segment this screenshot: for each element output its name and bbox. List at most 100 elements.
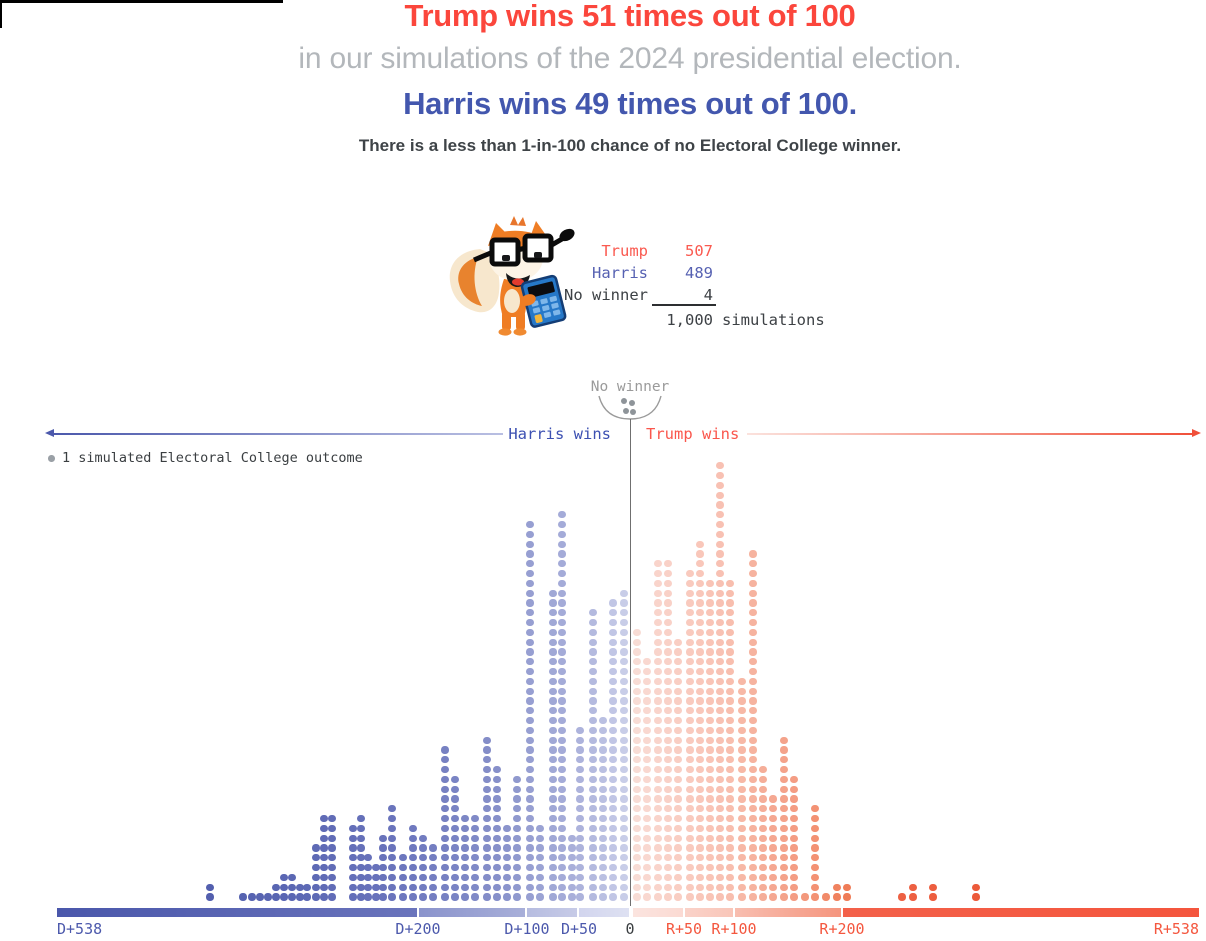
sim-dot [419, 844, 427, 852]
sim-dot [372, 893, 380, 901]
sim-dot [576, 756, 584, 764]
axis-label-R+100: R+100 [711, 920, 757, 938]
sim-dot [288, 893, 296, 901]
sim-dot [409, 883, 417, 891]
sim-dot [780, 736, 788, 744]
sim-dot [674, 873, 682, 881]
sim-dot [372, 873, 380, 881]
sim-dot [674, 824, 682, 832]
sim-dot [513, 873, 521, 881]
axis-gradient-segment [843, 908, 1199, 917]
sim-dot [726, 619, 734, 627]
headline-trump: Trump wins 51 times out of 100 [404, 0, 856, 33]
sim-dot [654, 560, 662, 568]
sim-dot [493, 834, 501, 842]
sim-dot [726, 677, 734, 685]
sim-dot [664, 609, 672, 617]
sim-dot [759, 873, 767, 881]
sim-dot [388, 893, 396, 901]
sim-dot [526, 658, 534, 666]
no-winner-dot [628, 399, 636, 407]
sim-dot [589, 628, 597, 636]
sim-dot [716, 472, 724, 480]
sim-dot [399, 883, 407, 891]
sim-dot [526, 746, 534, 754]
sim-dot [716, 462, 724, 470]
sim-dot [759, 785, 767, 793]
sim-dot [654, 854, 662, 862]
sim-dot [620, 697, 628, 705]
sim-dot [643, 824, 651, 832]
sim-dot [633, 815, 641, 823]
sim-dot [483, 824, 491, 832]
sim-dot [664, 687, 672, 695]
sim-dot [320, 815, 328, 823]
sim-dot [769, 795, 777, 803]
sim-dot [643, 726, 651, 734]
sim-dot [749, 873, 757, 881]
sim-dot [526, 550, 534, 558]
sim-dot [643, 658, 651, 666]
sim-dot [503, 893, 511, 901]
sim-dot [716, 530, 724, 538]
sim-dot [790, 854, 798, 862]
sim-dot [609, 854, 617, 862]
sim-dot [379, 873, 387, 881]
sim-dot [429, 893, 437, 901]
sim-dot [576, 844, 584, 852]
sim-dot [558, 873, 566, 881]
sim-dot [296, 883, 304, 891]
sim-dot [620, 687, 628, 695]
sim-dot [664, 619, 672, 627]
sim-dot [696, 795, 704, 803]
sim-dot [726, 697, 734, 705]
sim-dot [589, 746, 597, 754]
axis-label-R+538: R+538 [1153, 920, 1199, 938]
sim-dot [726, 589, 734, 597]
sim-dot [429, 883, 437, 891]
sim-dot [461, 824, 469, 832]
sim-dot [738, 766, 746, 774]
headline-harris: Harris wins 49 times out of 100. [403, 86, 857, 121]
sim-dot [471, 824, 479, 832]
sim-dot [526, 805, 534, 813]
sim-dot [706, 873, 714, 881]
sim-dot [357, 844, 365, 852]
sim-dot [549, 815, 557, 823]
sim-dot [576, 726, 584, 734]
sim-dot [513, 834, 521, 842]
sim-dot [706, 883, 714, 891]
sim-dot [716, 570, 724, 578]
sim-dot [239, 893, 247, 901]
sim-dot [738, 736, 746, 744]
sim-dot [706, 766, 714, 774]
fox-hair-tuft [510, 216, 526, 226]
sim-dot [706, 628, 714, 636]
sim-dot [696, 619, 704, 627]
no-winner-dot [629, 408, 637, 416]
no-winner-brace [598, 395, 662, 420]
sim-dot [749, 805, 757, 813]
sim-dot [633, 805, 641, 813]
sim-dot [686, 648, 694, 656]
sim-dot [461, 893, 469, 901]
sim-dot [409, 854, 417, 862]
sim-dot [526, 775, 534, 783]
sim-dot [536, 834, 544, 842]
sim-dot [633, 864, 641, 872]
sim-dot [654, 697, 662, 705]
sim-dot [419, 864, 427, 872]
sim-dot [620, 668, 628, 676]
sim-dot [599, 717, 607, 725]
sim-dot [749, 883, 757, 891]
sim-dot [549, 599, 557, 607]
sim-dot [664, 824, 672, 832]
sim-dot [461, 873, 469, 881]
sim-dot [549, 648, 557, 656]
sim-dot [664, 658, 672, 666]
sim-dot [749, 609, 757, 617]
sim-dot [738, 677, 746, 685]
sim-dot [409, 824, 417, 832]
sim-dot [972, 893, 980, 901]
sim-dot [654, 775, 662, 783]
